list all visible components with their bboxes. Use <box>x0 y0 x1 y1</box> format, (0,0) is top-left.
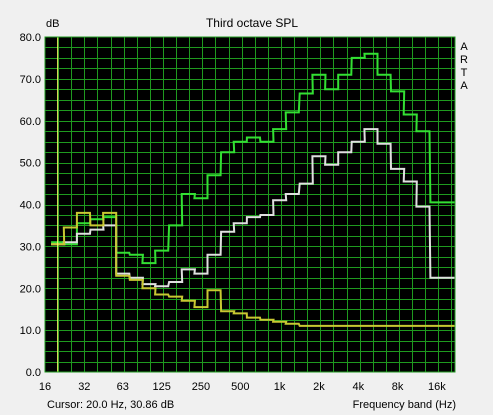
x-tick-label: 16k <box>428 381 446 393</box>
watermark: A R T A <box>460 41 468 92</box>
watermark-letter: R <box>460 54 468 66</box>
x-tick-label: 125 <box>152 381 170 393</box>
x-tick-label: 1k <box>274 381 286 393</box>
x-tick-label: 8k <box>392 381 404 393</box>
x-tick-label: 2k <box>313 381 325 393</box>
grid <box>45 37 455 372</box>
y-tick-label: 10.0 <box>20 325 41 337</box>
watermark-letter: A <box>460 80 468 92</box>
y-tick-label: 40.0 <box>20 200 41 212</box>
x-tick-label: 32 <box>78 381 90 393</box>
watermark-letter: A <box>460 41 468 53</box>
y-tick-label: 0.0 <box>26 367 41 379</box>
x-ticks: 16 32 63 125 250 500 1k 2k 4k 8k 16k <box>39 381 446 393</box>
x-tick-label: 500 <box>231 381 249 393</box>
y-axis-label: dB <box>46 18 59 30</box>
cursor-readout: Cursor: 20.0 Hz, 30.86 dB <box>47 399 174 411</box>
watermark-letter: T <box>461 67 468 79</box>
chart-title: Third octave SPL <box>206 16 298 30</box>
x-tick-label: 63 <box>117 381 129 393</box>
y-ticks: 0.0 10.0 20.0 30.0 40.0 50.0 60.0 70.0 80.0 <box>20 32 41 379</box>
y-tick-label: 50.0 <box>20 158 41 170</box>
y-tick-label: 80.0 <box>20 32 41 44</box>
series-line <box>51 52 455 265</box>
x-tick-label: 250 <box>192 381 210 393</box>
y-tick-label: 60.0 <box>20 116 41 128</box>
x-axis-label: Frequency band (Hz) <box>353 399 456 411</box>
y-tick-label: 70.0 <box>20 74 41 86</box>
y-tick-label: 30.0 <box>20 241 41 253</box>
y-tick-label: 20.0 <box>20 283 41 295</box>
series-line <box>51 211 455 327</box>
x-tick-label: 4k <box>352 381 364 393</box>
plot-border <box>44 36 456 373</box>
series-line <box>51 128 455 288</box>
series-layer <box>51 52 455 327</box>
x-tick-label: 16 <box>39 381 51 393</box>
plot-area[interactable] <box>45 37 455 372</box>
